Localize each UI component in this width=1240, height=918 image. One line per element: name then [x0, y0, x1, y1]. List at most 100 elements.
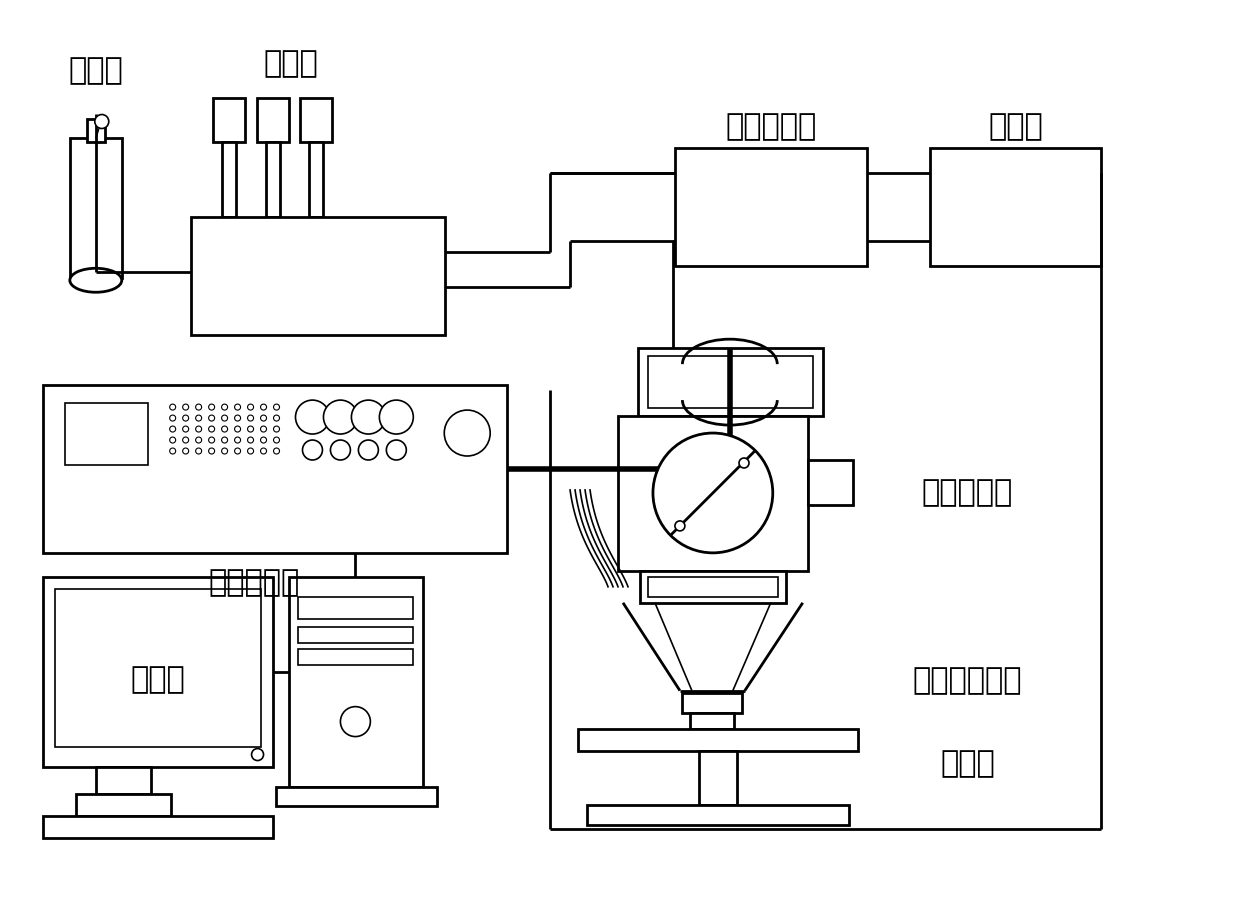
Circle shape	[248, 415, 253, 421]
Circle shape	[208, 404, 215, 410]
Circle shape	[248, 426, 253, 432]
Circle shape	[274, 426, 279, 432]
Text: 换热器: 换热器	[988, 112, 1043, 141]
Text: 控制器: 控制器	[130, 666, 185, 694]
Circle shape	[274, 448, 279, 454]
Circle shape	[170, 404, 176, 410]
Circle shape	[234, 415, 241, 421]
Circle shape	[222, 437, 228, 443]
Bar	[682, 693, 742, 712]
Circle shape	[379, 400, 413, 434]
Bar	[275, 787, 438, 807]
Text: 环形冷却装置: 环形冷却装置	[913, 666, 1022, 695]
Ellipse shape	[69, 268, 122, 292]
Circle shape	[182, 415, 188, 421]
Circle shape	[260, 448, 267, 454]
Circle shape	[234, 404, 241, 410]
Circle shape	[222, 404, 228, 410]
Circle shape	[675, 521, 684, 531]
Circle shape	[260, 415, 267, 421]
Text: 空气压缩机: 空气压缩机	[725, 112, 816, 141]
Circle shape	[222, 448, 228, 454]
Circle shape	[170, 448, 176, 454]
Circle shape	[170, 426, 176, 432]
Bar	[43, 577, 273, 767]
Circle shape	[351, 400, 386, 434]
Bar	[69, 139, 122, 278]
Bar	[310, 142, 324, 218]
Circle shape	[324, 400, 357, 434]
Bar	[257, 97, 289, 142]
Bar	[618, 416, 807, 571]
Circle shape	[196, 404, 202, 410]
Text: 送粉器: 送粉器	[263, 49, 317, 78]
Circle shape	[222, 415, 228, 421]
Bar	[699, 751, 737, 805]
Circle shape	[444, 410, 490, 456]
Circle shape	[196, 448, 202, 454]
Circle shape	[208, 448, 215, 454]
Bar	[222, 142, 236, 218]
Circle shape	[170, 437, 176, 443]
Circle shape	[653, 433, 773, 553]
Circle shape	[248, 448, 253, 454]
Circle shape	[234, 448, 241, 454]
Circle shape	[182, 426, 188, 432]
Bar	[265, 142, 279, 218]
Bar	[212, 97, 244, 142]
Bar	[43, 816, 273, 838]
Circle shape	[295, 400, 330, 434]
Circle shape	[739, 458, 749, 468]
Bar	[43, 386, 507, 553]
Bar	[637, 348, 822, 416]
Circle shape	[182, 448, 188, 454]
Circle shape	[208, 437, 215, 443]
Circle shape	[234, 426, 241, 432]
Circle shape	[248, 404, 253, 410]
Circle shape	[170, 415, 176, 421]
Bar	[191, 218, 445, 335]
Circle shape	[196, 437, 202, 443]
Bar	[649, 356, 812, 409]
Bar	[640, 571, 786, 603]
Circle shape	[274, 415, 279, 421]
Circle shape	[208, 426, 215, 432]
Bar	[299, 627, 413, 643]
Bar	[675, 149, 867, 266]
Bar	[95, 767, 151, 794]
Bar	[689, 712, 734, 729]
Circle shape	[260, 437, 267, 443]
Text: 光纤激光器: 光纤激光器	[208, 568, 300, 598]
Bar	[299, 597, 413, 619]
Text: 工作台: 工作台	[940, 749, 994, 778]
Circle shape	[341, 707, 371, 736]
Circle shape	[248, 437, 253, 443]
Circle shape	[196, 426, 202, 432]
Circle shape	[274, 437, 279, 443]
Circle shape	[260, 426, 267, 432]
Circle shape	[252, 748, 264, 760]
Bar	[807, 460, 853, 505]
Bar	[578, 729, 858, 751]
Text: 同轴燕覆头: 同轴燕覆头	[921, 478, 1013, 508]
Bar	[76, 794, 171, 816]
Circle shape	[182, 404, 188, 410]
Circle shape	[330, 440, 351, 460]
Circle shape	[196, 415, 202, 421]
Bar	[299, 649, 413, 665]
Circle shape	[274, 404, 279, 410]
Text: 氦气瓶: 氦气瓶	[68, 56, 123, 85]
Circle shape	[182, 437, 188, 443]
Circle shape	[94, 115, 109, 129]
Bar	[930, 149, 1101, 266]
Bar	[649, 577, 777, 597]
Circle shape	[222, 426, 228, 432]
Bar	[55, 588, 260, 746]
Circle shape	[387, 440, 407, 460]
Bar	[64, 403, 148, 465]
Circle shape	[260, 404, 267, 410]
Bar	[289, 577, 423, 787]
Circle shape	[208, 415, 215, 421]
Circle shape	[234, 437, 241, 443]
Bar	[87, 118, 105, 142]
